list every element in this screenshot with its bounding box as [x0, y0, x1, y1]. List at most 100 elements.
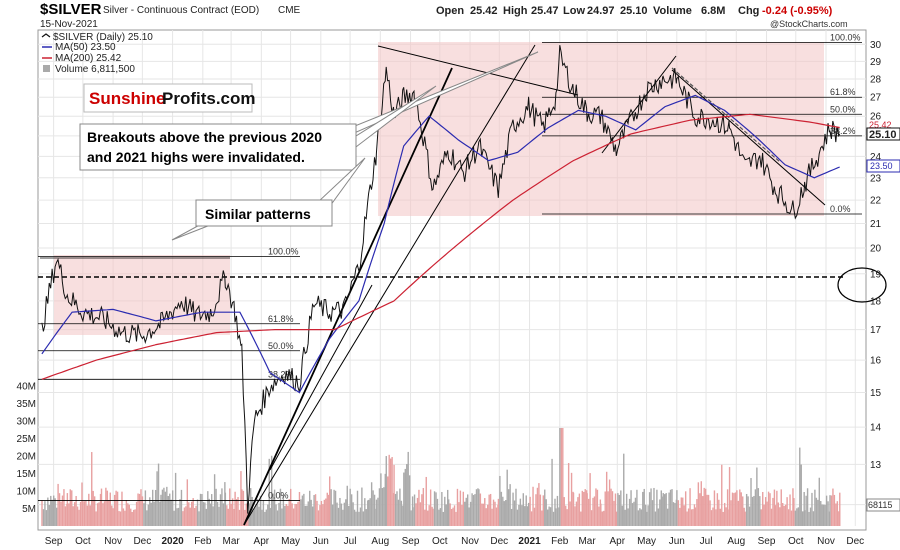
volume-bar: [316, 500, 318, 526]
volume-bar: [772, 497, 774, 526]
volume-bar: [459, 490, 462, 526]
volume-bar: [192, 498, 194, 526]
volume-bar: [284, 505, 286, 526]
volume-bar: [730, 500, 732, 526]
breakout-callout-box: [79, 123, 357, 171]
volume-bar: [510, 508, 513, 526]
volume-bar: [742, 496, 744, 526]
volume-bar: [258, 506, 260, 526]
volume-bar: [380, 473, 382, 526]
volume-bar: [647, 505, 649, 526]
volume-bar: [278, 502, 280, 526]
volume-bar: [291, 503, 293, 526]
volume-bar: [429, 489, 432, 526]
volume-bar: [611, 491, 614, 526]
volume-bar: [219, 494, 222, 526]
volume-bar: [95, 511, 97, 526]
volume-bar: [566, 509, 568, 526]
x-tick-label: Dec: [846, 536, 864, 547]
volume-bar: [674, 503, 676, 526]
volume-bar: [161, 489, 164, 526]
last-price-label: 25.10: [869, 129, 897, 141]
fib-2020-label: 61.8%: [268, 314, 294, 324]
resistance-ellipse: [837, 267, 887, 303]
volume-bar: [54, 498, 56, 526]
volume-bar: [634, 497, 637, 526]
volume-bar: [713, 490, 716, 526]
volume-bar: [683, 505, 685, 526]
volume-bar: [238, 509, 241, 526]
y-tick-label: 13: [870, 460, 882, 471]
volume-bar: [532, 486, 534, 526]
volume-bar: [725, 507, 727, 526]
volume-bar: [822, 504, 825, 526]
volume-bar: [486, 504, 489, 526]
volume-bar: [745, 493, 748, 526]
volume-bar: [419, 502, 422, 526]
volume-bar: [273, 489, 276, 526]
volume-bar: [307, 501, 309, 526]
volume-value-box: [866, 498, 900, 512]
volume-bar: [210, 494, 213, 526]
volume-bar: [643, 488, 645, 526]
volume-bar: [739, 489, 741, 526]
volume-bar: [352, 502, 354, 526]
fib-2021-label: 100.0%: [830, 33, 861, 43]
volume-bar: [592, 497, 594, 526]
volume-bar: [595, 488, 597, 526]
volume-bar: [109, 492, 111, 526]
volume-bar: [365, 509, 367, 526]
volume-tick-label: 35M: [17, 399, 36, 410]
volume-bar: [562, 428, 564, 526]
volume-bar: [403, 472, 405, 526]
volume-bar: [444, 496, 446, 526]
volume-bar: [710, 510, 713, 526]
volume-bar: [154, 489, 157, 526]
volume-bar: [137, 493, 139, 526]
fib-2020-label: 38.2%: [268, 369, 294, 379]
volume-bar: [527, 502, 530, 526]
volume-bar: [515, 488, 517, 526]
volume-bar: [275, 504, 277, 526]
volume-bar: [500, 491, 503, 526]
volume-bar: [518, 504, 520, 526]
volume-bar: [415, 503, 417, 526]
volume-bar: [642, 491, 644, 526]
volume-bar: [231, 498, 234, 526]
volume-bar: [396, 491, 398, 526]
volume-bar: [50, 495, 52, 526]
volume-bar: [787, 509, 790, 526]
volume-bar: [712, 507, 714, 526]
x-tick-label: Nov: [817, 536, 835, 547]
volume-bar: [230, 503, 232, 526]
volume-bar: [677, 500, 680, 526]
volume-bar: [205, 508, 208, 526]
volume-bar: [818, 477, 820, 526]
volume-bar: [418, 489, 420, 526]
volume-bar: [135, 501, 138, 526]
y-tick-label: 30: [870, 40, 882, 51]
volume-bar: [160, 494, 162, 526]
low-label: Low: [563, 5, 585, 17]
x-tick-label: Apr: [610, 536, 626, 547]
volume-bar: [838, 511, 840, 526]
volume-bar: [825, 495, 828, 526]
volume-bar: [377, 497, 379, 526]
volume-bar: [524, 506, 526, 526]
volume-bar: [319, 505, 321, 526]
volume-bar: [432, 508, 434, 526]
volume-bar: [66, 493, 69, 526]
volume-bar: [740, 492, 742, 526]
volume-bar: [802, 511, 804, 526]
volume-bar: [215, 488, 217, 526]
volume-bar: [495, 507, 498, 526]
volume-bar: [141, 496, 144, 526]
volume-bar: [488, 494, 490, 526]
fib-2021-label: 50.0%: [830, 104, 856, 114]
volume-bar: [435, 492, 437, 526]
ma50-price-label: 23.50: [870, 161, 893, 171]
volume-bar: [545, 499, 547, 526]
volume-bar: [116, 491, 119, 526]
volume-bar: [45, 510, 48, 526]
volume-bar: [159, 501, 161, 526]
